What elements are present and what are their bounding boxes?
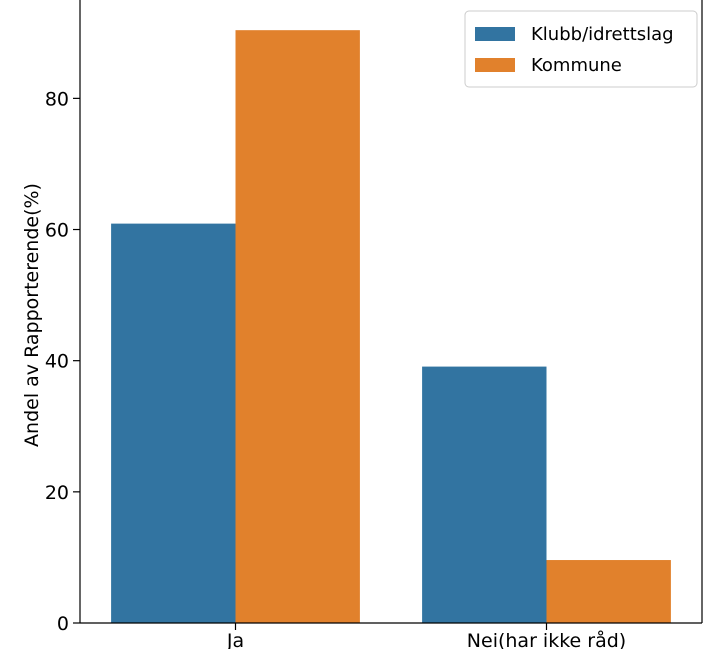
legend: Klubb/idrettslag Kommune bbox=[464, 10, 698, 88]
bars-group bbox=[111, 30, 671, 624]
bar-klubb-idrettslag-1 bbox=[422, 366, 547, 623]
bar-klubb-idrettslag-0 bbox=[111, 223, 236, 623]
axes-frame bbox=[79, 0, 703, 624]
y-tick-label: 0 bbox=[57, 613, 69, 635]
x-tick-label: Nei(har ikke råd) bbox=[467, 629, 626, 649]
legend-swatch bbox=[475, 58, 515, 72]
legend-entry-label: Klubb/idrettslag bbox=[531, 24, 674, 45]
x-tick-label: Ja bbox=[226, 630, 244, 649]
x-axis-ticks: Ja Nei(har ikke råd) bbox=[226, 623, 626, 649]
y-tick-label: 40 bbox=[45, 351, 69, 373]
y-tick-label: 80 bbox=[45, 88, 69, 110]
legend-entry-label: Kommune bbox=[531, 55, 622, 76]
y-tick-label: 20 bbox=[45, 482, 69, 504]
y-axis-label: Andel av Rapporterende(%) bbox=[21, 183, 43, 447]
y-tick-label: 60 bbox=[45, 220, 69, 242]
legend-swatch bbox=[475, 27, 515, 41]
y-axis-ticks: 0 20 40 60 80 bbox=[45, 88, 80, 635]
legend-box bbox=[464, 10, 698, 88]
bar-kommune-0 bbox=[235, 30, 360, 624]
bar-kommune-1 bbox=[546, 560, 671, 623]
